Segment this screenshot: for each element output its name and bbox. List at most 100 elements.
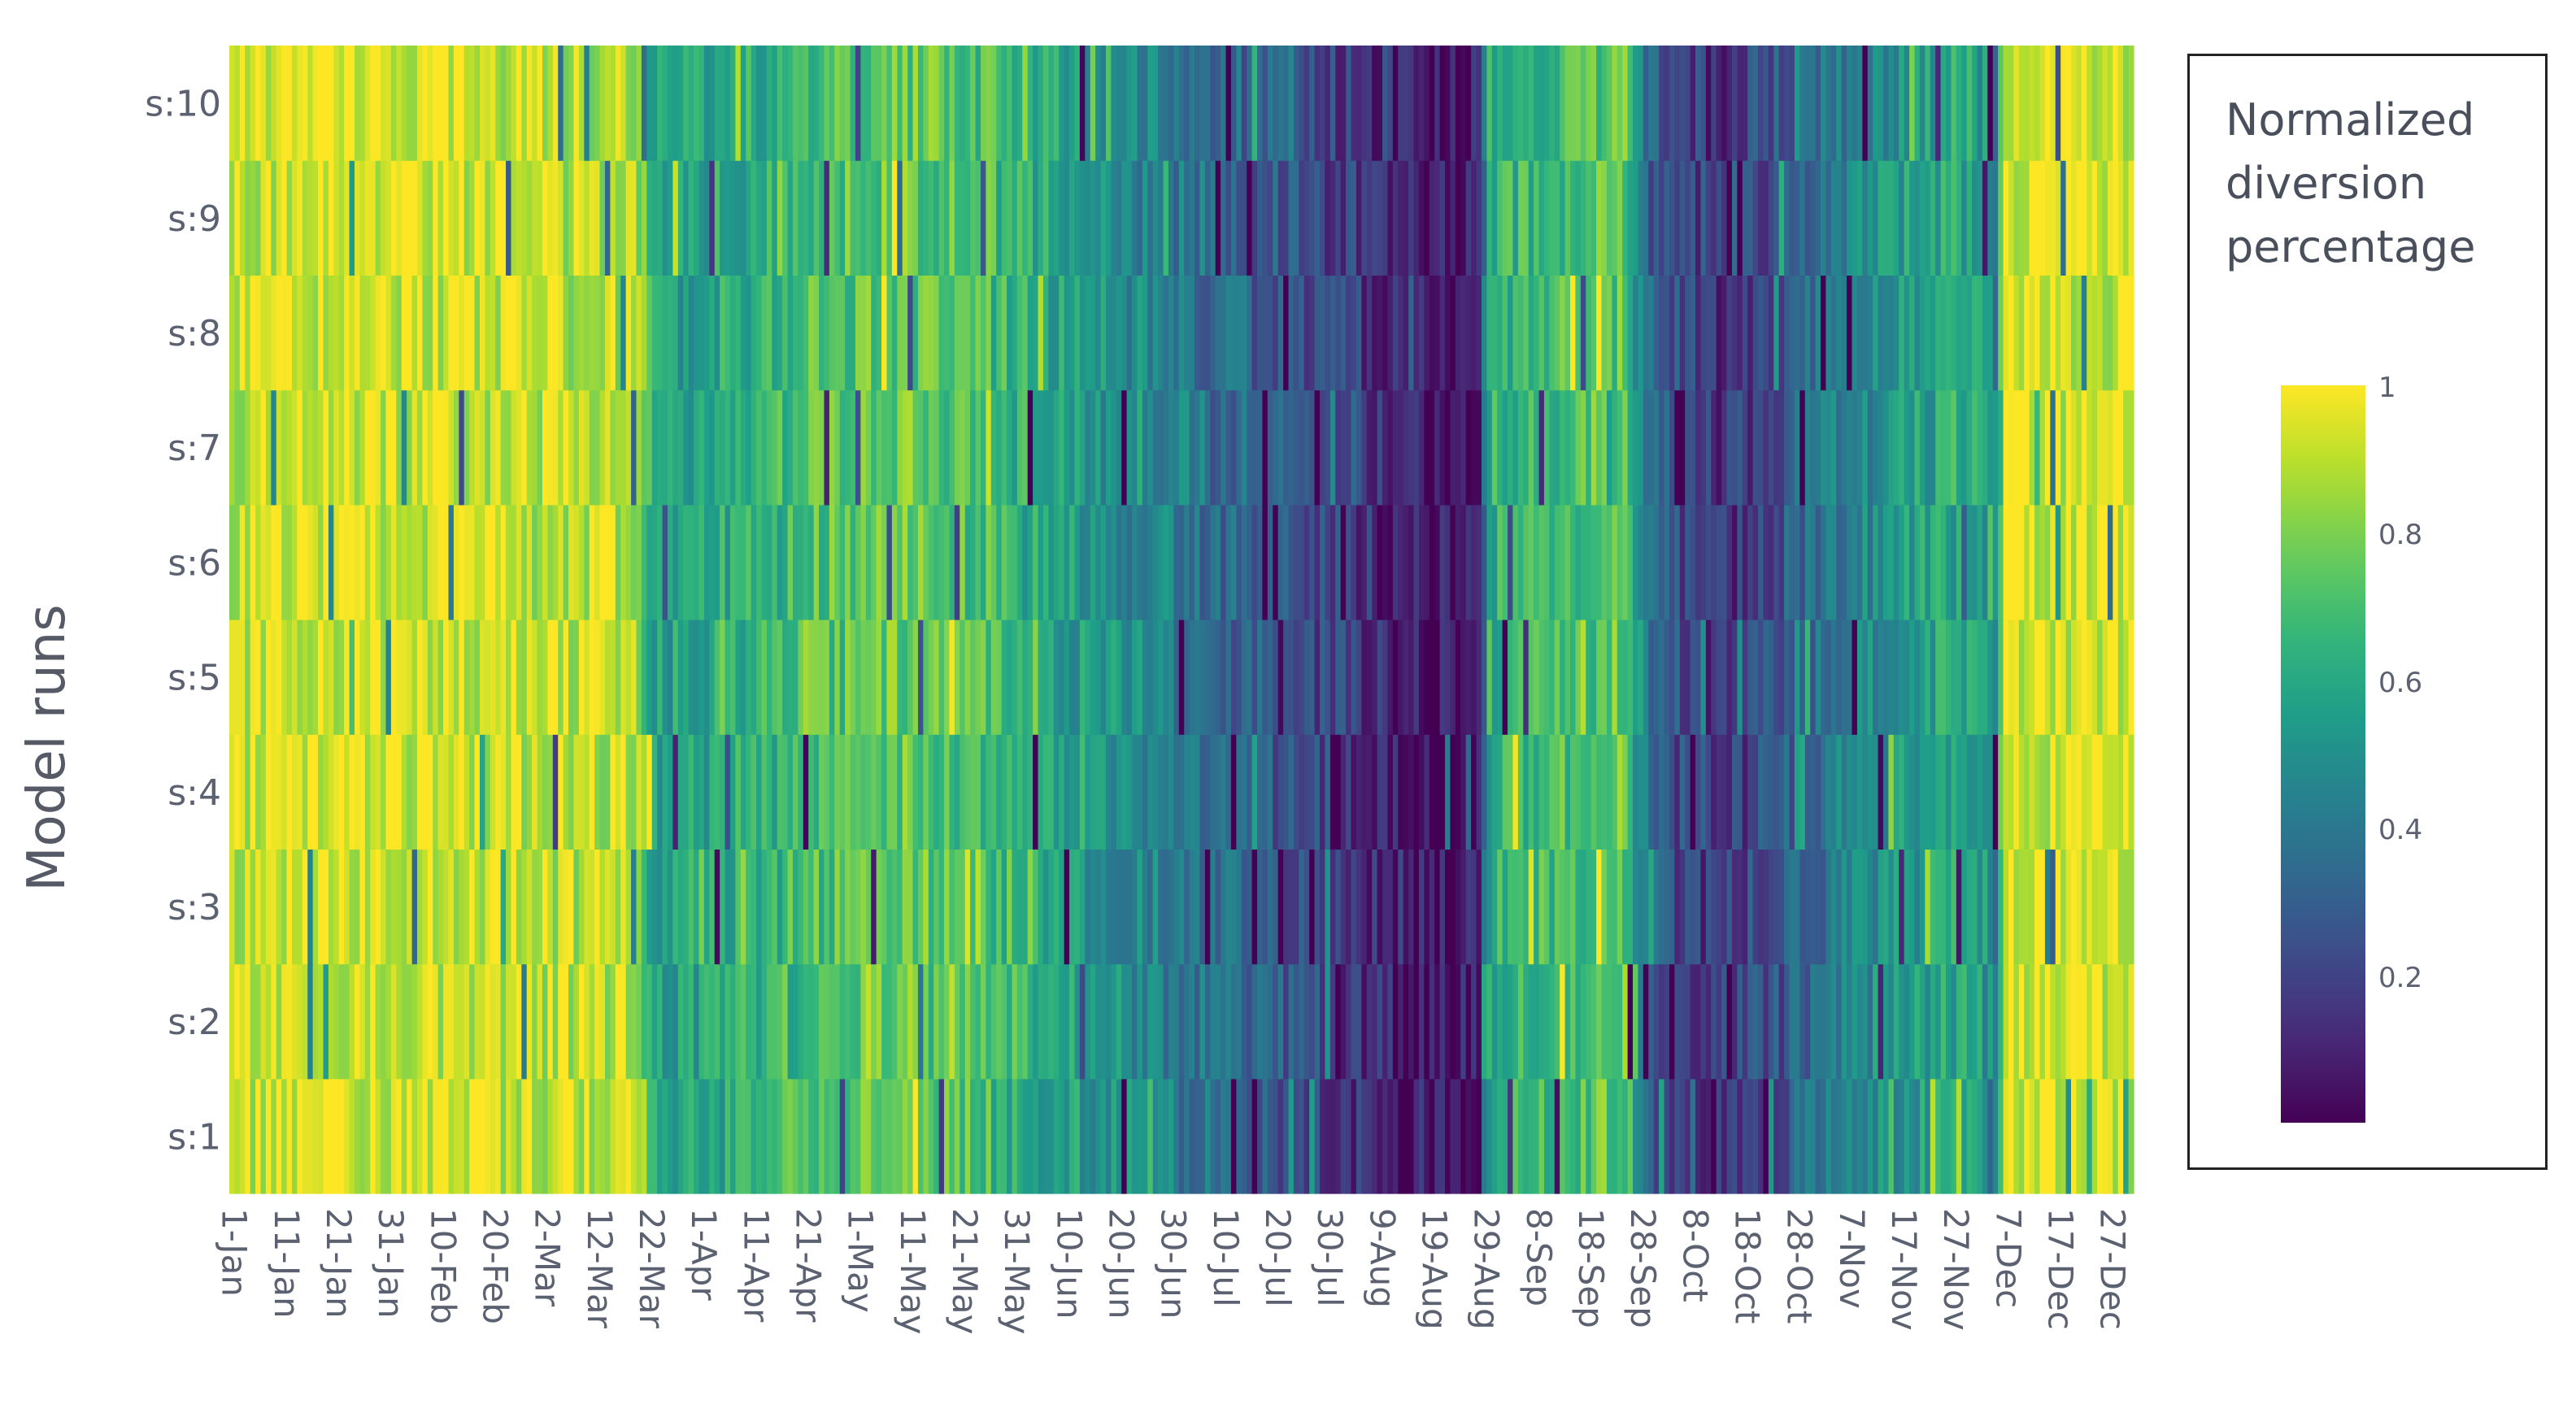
heatmap-cell [422, 849, 429, 965]
heatmap-cell [2113, 46, 2119, 161]
heatmap-cell [980, 504, 986, 620]
heatmap-cell [578, 849, 585, 965]
heatmap-cell [850, 849, 856, 965]
heatmap-cell [1293, 275, 1299, 391]
heatmap-cell [667, 619, 673, 735]
heatmap-cell [1669, 734, 1675, 850]
heatmap-cell [385, 849, 392, 965]
heatmap-cell [1184, 963, 1190, 1080]
heatmap-cell [1517, 160, 1524, 276]
heatmap-cell [1095, 275, 1102, 391]
heatmap-cell [1601, 46, 1608, 161]
heatmap-cell [1497, 160, 1503, 276]
heatmap-cell [516, 849, 522, 965]
heatmap-cell [1998, 389, 2004, 506]
heatmap-cell [1382, 849, 1389, 965]
heatmap-cell [1925, 389, 1931, 506]
heatmap-cell [2018, 963, 2025, 1080]
heatmap-cell [1465, 849, 1472, 965]
heatmap-cell [1847, 504, 1853, 620]
heatmap-cell [407, 734, 413, 850]
heatmap-cell [1293, 504, 1299, 620]
heatmap-cell [1173, 849, 1180, 965]
heatmap-cell [1856, 849, 1863, 965]
heatmap-cell [453, 1078, 459, 1194]
heatmap-cell [1059, 160, 1065, 276]
heatmap-cell [359, 734, 366, 850]
heatmap-cell [1116, 389, 1122, 506]
heatmap-cell [912, 1078, 919, 1194]
heatmap-cell [772, 504, 778, 620]
heatmap-cell [396, 619, 402, 735]
heatmap-cell [1230, 160, 1237, 276]
heatmap-cell [766, 734, 772, 850]
heatmap-cell [1972, 504, 1978, 620]
heatmap-cell [453, 504, 459, 620]
heatmap-cell [407, 849, 413, 965]
heatmap-cell [1773, 160, 1780, 276]
heatmap-cell [318, 1078, 324, 1194]
heatmap-cell [756, 504, 763, 620]
heatmap-cell [787, 504, 794, 620]
heatmap-cell [1403, 389, 1409, 506]
heatmap-cell [1199, 160, 1206, 276]
heatmap-cell [1789, 504, 1795, 620]
heatmap-cell [1053, 504, 1060, 620]
heatmap-cell [1560, 160, 1566, 276]
heatmap-cell [1794, 275, 1800, 391]
heatmap-cell [1303, 963, 1310, 1080]
heatmap-cell [1340, 1078, 1347, 1194]
heatmap-cell [1403, 1078, 1409, 1194]
heatmap-cell [1856, 619, 1863, 735]
heatmap-cell [1085, 275, 1091, 391]
heatmap-cell [1241, 734, 1247, 850]
heatmap-cell [949, 160, 955, 276]
colorbar-title-line: Normalized [2226, 94, 2475, 146]
heatmap-cell [667, 389, 673, 506]
heatmap-cell [396, 734, 402, 850]
heatmap-cell [876, 46, 882, 161]
heatmap-cell [385, 619, 392, 735]
heatmap-cell [798, 46, 804, 161]
heatmap-cell [2102, 849, 2108, 965]
heatmap-cell [1633, 46, 1639, 161]
heatmap-cell [698, 849, 705, 965]
heatmap-cell [1784, 1078, 1791, 1194]
heatmap-cell [1325, 504, 1331, 620]
heatmap-cell [594, 275, 601, 391]
heatmap-cell [615, 734, 621, 850]
heatmap-cell [787, 849, 794, 965]
heatmap-cell [250, 619, 256, 735]
heatmap-cell [1758, 504, 1764, 620]
heatmap-cell [1528, 275, 1534, 391]
heatmap-cell [1982, 275, 1988, 391]
heatmap-cell [657, 46, 664, 161]
heatmap-cell [2003, 619, 2009, 735]
heatmap-cell [829, 734, 835, 850]
heatmap-cell [1711, 275, 1717, 391]
heatmap-cell [1194, 1078, 1201, 1194]
heatmap-cell [2039, 389, 2046, 506]
heatmap-cell [1638, 275, 1644, 391]
heatmap-cell [506, 46, 512, 161]
heatmap-cell [1132, 389, 1138, 506]
heatmap-cell [411, 734, 418, 850]
heatmap-cell [1580, 849, 1586, 965]
heatmap-cell [646, 160, 653, 276]
heatmap-cell [1930, 849, 1936, 965]
heatmap-cell [260, 389, 267, 506]
heatmap-cell [1669, 160, 1675, 276]
heatmap-cell [2039, 504, 2046, 620]
heatmap-cell [1888, 46, 1895, 161]
heatmap-cell [1048, 46, 1055, 161]
heatmap-cell [735, 46, 742, 161]
heatmap-cell [834, 619, 841, 735]
heatmap-cell [354, 734, 361, 850]
heatmap-cell [1638, 1078, 1644, 1194]
heatmap-cell [589, 46, 595, 161]
heatmap-cell [1789, 160, 1795, 276]
heatmap-cell [1439, 734, 1446, 850]
heatmap-cell [803, 849, 809, 965]
heatmap-cell [433, 963, 439, 1080]
heatmap-cell [1163, 504, 1169, 620]
